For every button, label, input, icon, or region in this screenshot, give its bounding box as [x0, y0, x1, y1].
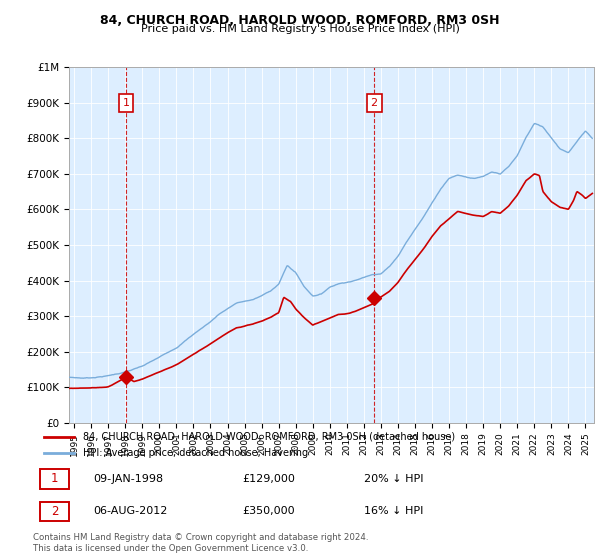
Text: 84, CHURCH ROAD, HAROLD WOOD, ROMFORD, RM3 0SH (detached house): 84, CHURCH ROAD, HAROLD WOOD, ROMFORD, R…: [83, 432, 455, 442]
Text: HPI: Average price, detached house, Havering: HPI: Average price, detached house, Have…: [83, 448, 308, 458]
Text: Price paid vs. HM Land Registry's House Price Index (HPI): Price paid vs. HM Land Registry's House …: [140, 24, 460, 34]
Text: 84, CHURCH ROAD, HAROLD WOOD, ROMFORD, RM3 0SH: 84, CHURCH ROAD, HAROLD WOOD, ROMFORD, R…: [100, 14, 500, 27]
Text: Contains HM Land Registry data © Crown copyright and database right 2024.
This d: Contains HM Land Registry data © Crown c…: [33, 533, 368, 553]
Text: 06-AUG-2012: 06-AUG-2012: [94, 506, 168, 516]
Text: 2: 2: [51, 505, 58, 517]
Text: 2: 2: [371, 98, 377, 108]
Text: 1: 1: [122, 98, 130, 108]
Text: £350,000: £350,000: [243, 506, 295, 516]
Text: 16% ↓ HPI: 16% ↓ HPI: [364, 506, 424, 516]
Text: 09-JAN-1998: 09-JAN-1998: [94, 474, 164, 484]
Text: £129,000: £129,000: [243, 474, 296, 484]
FancyBboxPatch shape: [40, 469, 69, 489]
FancyBboxPatch shape: [40, 502, 69, 521]
Text: 1: 1: [51, 473, 58, 486]
Text: 20% ↓ HPI: 20% ↓ HPI: [364, 474, 424, 484]
